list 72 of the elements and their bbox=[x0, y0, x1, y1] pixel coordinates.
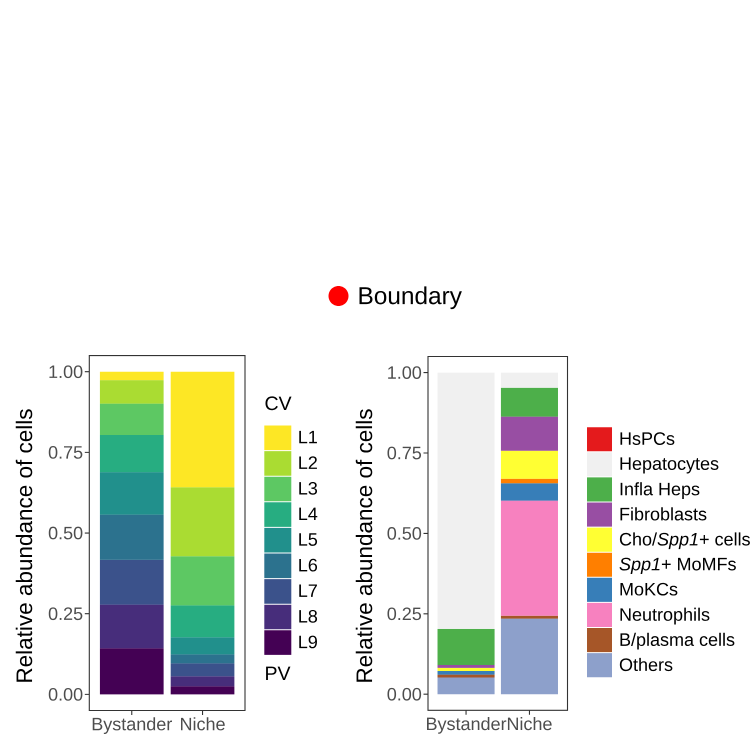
bar bbox=[100, 472, 164, 515]
bar bbox=[438, 668, 495, 672]
bar bbox=[170, 637, 234, 654]
legend-label: Infla Heps bbox=[620, 482, 700, 499]
bar bbox=[100, 514, 164, 560]
y-tick-label: 1.00 bbox=[388, 366, 422, 379]
legend-label: L8 bbox=[299, 610, 318, 623]
bar bbox=[438, 677, 495, 694]
x-tick-label: Niche bbox=[181, 717, 225, 730]
legend-label: L1 bbox=[299, 430, 317, 444]
bar bbox=[100, 604, 164, 648]
legend-label: L7 bbox=[299, 584, 317, 597]
bar bbox=[500, 388, 558, 417]
bar bbox=[100, 380, 164, 404]
legend-label: Neutrophils bbox=[620, 608, 710, 624]
legend-label: L6 bbox=[299, 558, 318, 572]
bar bbox=[170, 605, 234, 638]
legend-label: Cho/Spp1+ cells bbox=[620, 532, 750, 550]
bar bbox=[170, 676, 234, 686]
x-tick-label: Bystander bbox=[427, 716, 506, 734]
bar bbox=[170, 663, 234, 676]
bar bbox=[500, 483, 558, 501]
y-tick-label: 0.25 bbox=[48, 607, 82, 620]
bar bbox=[100, 372, 164, 380]
legend-label: B/plasma cells bbox=[620, 632, 734, 650]
y-tick-label: 0.50 bbox=[387, 527, 422, 540]
bar bbox=[438, 671, 495, 675]
bar bbox=[500, 372, 558, 388]
bar bbox=[100, 648, 164, 694]
bar bbox=[438, 664, 495, 668]
bar bbox=[100, 560, 164, 605]
legend-label: Spp1+ MoMFs bbox=[620, 558, 736, 574]
bar bbox=[170, 487, 234, 556]
y-tick-label: 1.00 bbox=[49, 365, 82, 378]
bar bbox=[500, 500, 558, 616]
y-axis-title: Relative abundance of cells bbox=[16, 409, 32, 682]
legend-label: Hepatocytes bbox=[620, 457, 718, 474]
legend-title: CV bbox=[265, 396, 292, 410]
legend-label: L9 bbox=[299, 636, 317, 648]
bar bbox=[170, 654, 234, 664]
y-axis-title: Relative abundance of cells bbox=[356, 409, 372, 682]
bar bbox=[500, 616, 558, 619]
legend-label: L4 bbox=[299, 508, 318, 520]
bar bbox=[500, 416, 558, 451]
legend-label: MoKCs bbox=[620, 582, 678, 596]
x-tick-label: Bystander bbox=[92, 717, 172, 734]
bar bbox=[170, 686, 234, 694]
bar bbox=[170, 556, 234, 606]
legend-label: HsPCs bbox=[620, 432, 674, 445]
legend-label: L5 bbox=[299, 533, 318, 546]
legend-label: L3 bbox=[299, 482, 318, 495]
y-tick-label: 0.75 bbox=[387, 446, 422, 460]
legend-label: Others bbox=[620, 658, 672, 672]
x-tick-label: Niche bbox=[508, 716, 552, 730]
y-tick-label: 0.00 bbox=[387, 688, 422, 701]
bar bbox=[170, 372, 234, 488]
bar bbox=[438, 674, 495, 678]
bar bbox=[438, 372, 495, 629]
bar bbox=[100, 434, 164, 472]
bar bbox=[438, 628, 495, 665]
y-tick-label: 0.25 bbox=[387, 607, 422, 620]
legend-label: Fibroblasts bbox=[620, 507, 706, 520]
y-tick-label: 0.00 bbox=[48, 688, 82, 701]
y-tick-label: 0.75 bbox=[48, 446, 82, 459]
legend-label: L2 bbox=[299, 456, 317, 469]
y-tick-label: 0.50 bbox=[48, 526, 82, 540]
bar bbox=[500, 478, 558, 484]
text: PV bbox=[266, 666, 290, 680]
bar bbox=[500, 450, 558, 479]
bar bbox=[100, 404, 164, 435]
bar bbox=[500, 618, 558, 694]
legend-label: Boundary bbox=[360, 286, 462, 310]
